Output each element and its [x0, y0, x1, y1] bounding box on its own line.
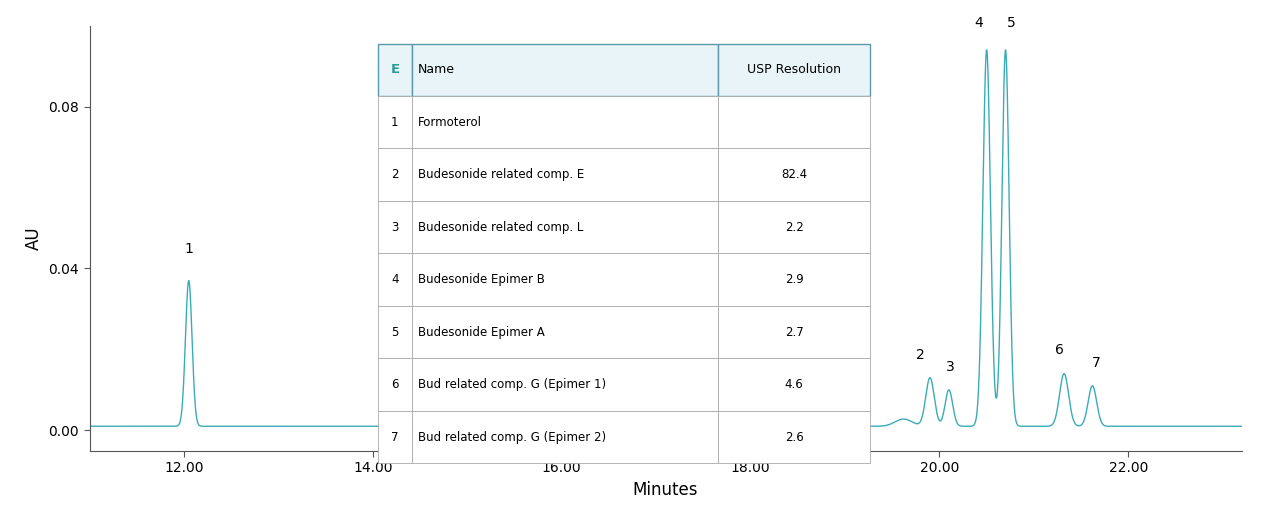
- Bar: [718, 96, 870, 148]
- Text: 1: 1: [392, 116, 398, 129]
- Text: 4: 4: [392, 273, 398, 286]
- Text: 2.9: 2.9: [785, 273, 804, 286]
- Text: 3: 3: [392, 221, 398, 233]
- X-axis label: Minutes: Minutes: [632, 481, 699, 499]
- Text: E: E: [390, 63, 399, 76]
- Bar: [378, 148, 412, 201]
- Text: 82.4: 82.4: [781, 168, 808, 181]
- Bar: [378, 253, 412, 306]
- Bar: [378, 358, 412, 411]
- Text: Budesonide Epimer B: Budesonide Epimer B: [419, 273, 545, 286]
- Text: 2.7: 2.7: [785, 326, 804, 338]
- Y-axis label: AU: AU: [24, 226, 42, 250]
- Bar: [412, 201, 718, 253]
- Text: 5: 5: [1007, 16, 1015, 30]
- Bar: [718, 44, 870, 96]
- Text: 3: 3: [946, 359, 955, 374]
- Text: 2: 2: [916, 348, 925, 361]
- Text: 5: 5: [392, 326, 398, 338]
- Bar: [718, 358, 870, 411]
- Bar: [378, 306, 412, 358]
- Bar: [412, 44, 718, 96]
- Text: USP Resolution: USP Resolution: [748, 63, 841, 76]
- Bar: [378, 411, 412, 463]
- Text: 6: 6: [1055, 344, 1064, 357]
- Text: 2: 2: [392, 168, 398, 181]
- Text: 7: 7: [392, 431, 398, 443]
- Text: Formoterol: Formoterol: [419, 116, 483, 129]
- Text: Bud related comp. G (Epimer 2): Bud related comp. G (Epimer 2): [419, 431, 607, 443]
- Text: Budesonide Epimer A: Budesonide Epimer A: [419, 326, 545, 338]
- Text: Budesonide related comp. L: Budesonide related comp. L: [419, 221, 584, 233]
- Text: 6: 6: [392, 378, 398, 391]
- Bar: [378, 96, 412, 148]
- Text: Budesonide related comp. E: Budesonide related comp. E: [419, 168, 584, 181]
- Bar: [412, 96, 718, 148]
- Bar: [718, 306, 870, 358]
- Bar: [718, 253, 870, 306]
- Text: 2.6: 2.6: [785, 431, 804, 443]
- Text: 1: 1: [184, 242, 193, 257]
- Bar: [718, 148, 870, 201]
- Text: Bud related comp. G (Epimer 1): Bud related comp. G (Epimer 1): [419, 378, 607, 391]
- Text: 2.2: 2.2: [785, 221, 804, 233]
- Bar: [412, 411, 718, 463]
- Text: 4: 4: [975, 16, 983, 30]
- Bar: [378, 44, 412, 96]
- Bar: [718, 201, 870, 253]
- Text: 4.6: 4.6: [785, 378, 804, 391]
- Text: 7: 7: [1092, 356, 1101, 370]
- Bar: [412, 253, 718, 306]
- Bar: [412, 358, 718, 411]
- Bar: [378, 201, 412, 253]
- Bar: [412, 148, 718, 201]
- Bar: [412, 306, 718, 358]
- Text: Name: Name: [419, 63, 454, 76]
- Bar: [718, 411, 870, 463]
